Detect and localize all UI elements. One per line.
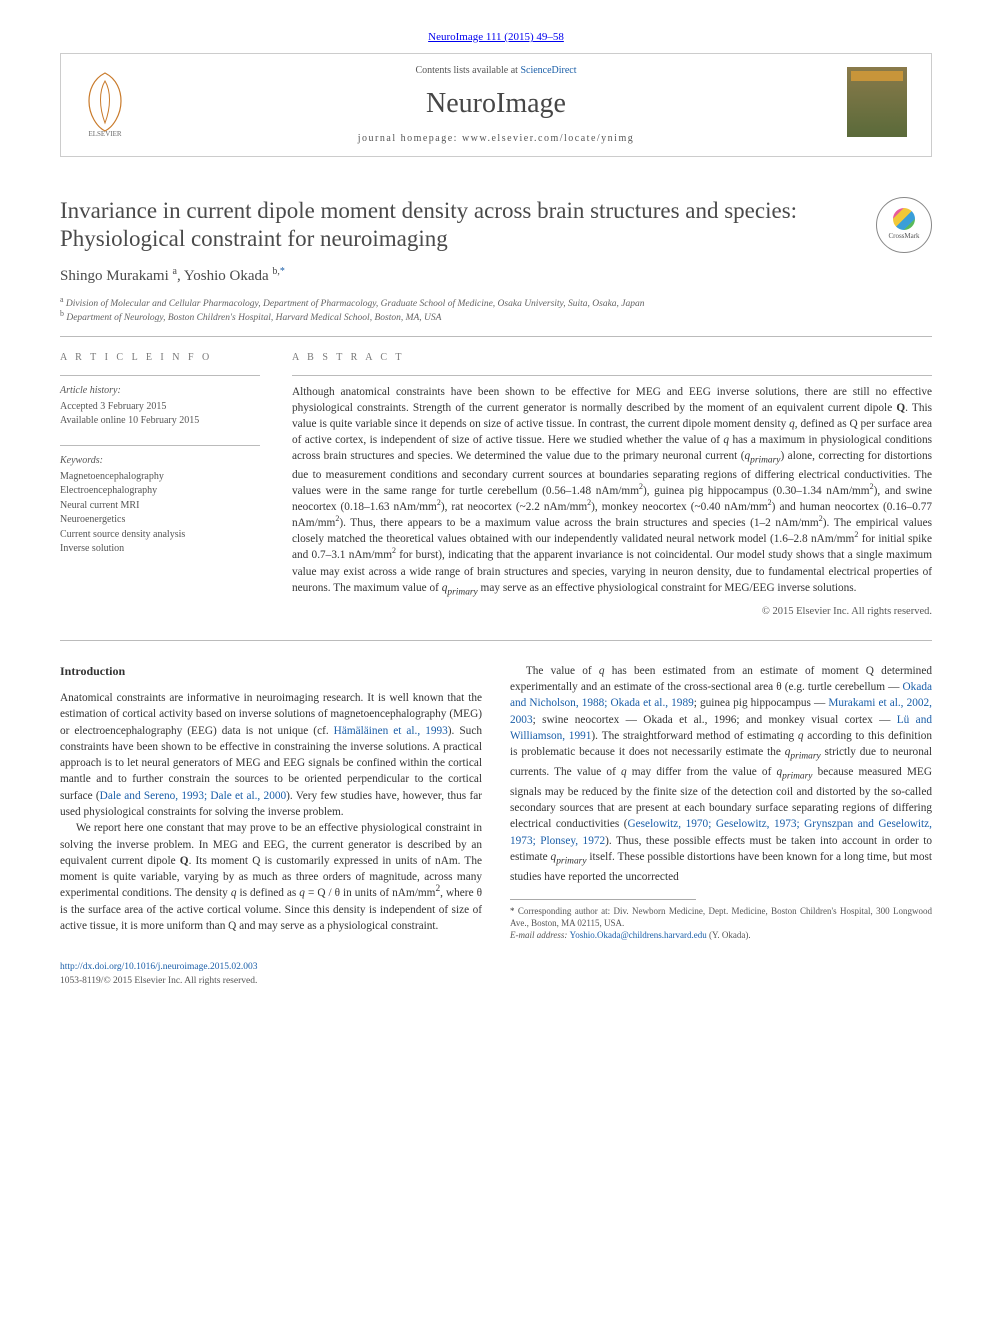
rule-abs: [292, 375, 932, 376]
introduction-heading: Introduction: [60, 663, 482, 680]
rule-mid: [60, 640, 932, 641]
keyword-item: Neural current MRI: [60, 499, 260, 514]
body-paragraph: Anatomical constraints are informative i…: [60, 690, 482, 820]
elsevier-logo-icon: ELSEVIER: [75, 67, 135, 137]
crossmark-icon: [893, 208, 915, 230]
crossmark-badge[interactable]: CrossMark: [876, 197, 932, 253]
ref-link[interactable]: Lü and Williamson, 1991: [510, 714, 932, 742]
ref-link[interactable]: Dale and Sereno, 1993; Dale et al., 2000: [100, 790, 286, 802]
abstract-head: A B S T R A C T: [292, 351, 932, 365]
article-title: Invariance in current dipole moment dens…: [60, 197, 876, 255]
footnote-separator: [510, 899, 696, 900]
history-line-1: Accepted 3 February 2015: [60, 400, 260, 415]
article-info-column: A R T I C L E I N F O Article history: A…: [60, 351, 260, 620]
doi-link[interactable]: http://dx.doi.org/10.1016/j.neuroimage.2…: [60, 962, 257, 972]
abstract-copyright: © 2015 Elsevier Inc. All rights reserved…: [292, 605, 932, 620]
keyword-item: Electroencephalography: [60, 484, 260, 499]
top-citation-link[interactable]: NeuroImage 111 (2015) 49–58: [428, 31, 564, 43]
title-row: Invariance in current dipole moment dens…: [60, 197, 932, 255]
crossmark-label: CrossMark: [888, 232, 919, 242]
footnote-block: * Corresponding author at: Div. Newborn …: [510, 899, 932, 941]
sciencedirect-link[interactable]: ScienceDirect: [520, 65, 576, 76]
body-columns: Introduction Anatomical constraints are …: [60, 663, 932, 942]
keyword-item: Inverse solution: [60, 542, 260, 557]
corr-email-link[interactable]: Yoshio.Okada@childrens.harvard.edu: [570, 930, 707, 940]
history-label: Article history:: [60, 384, 260, 398]
body-paragraph: We report here one constant that may pro…: [60, 820, 482, 934]
email-paren: (Y. Okada).: [707, 930, 751, 940]
publisher-logo-slot: ELSEVIER: [75, 67, 145, 142]
rule-top: [60, 336, 932, 337]
keyword-item: Magnetoencephalography: [60, 470, 260, 485]
issn-line: 1053-8119/© 2015 Elsevier Inc. All right…: [60, 976, 257, 986]
abstract-text: Although anatomical constraints have bee…: [292, 384, 932, 600]
page-footer: http://dx.doi.org/10.1016/j.neuroimage.2…: [60, 961, 932, 988]
keyword-item: Neuroenergetics: [60, 513, 260, 528]
affiliations-block: a Division of Molecular and Cellular Pha…: [60, 297, 932, 326]
ref-link[interactable]: Hämäläinen et al., 1993: [334, 725, 448, 737]
journal-header-box: ELSEVIER Contents lists available at Sci…: [60, 53, 932, 156]
keywords-block: Keywords: MagnetoencephalographyElectroe…: [60, 454, 260, 557]
article-info-head: A R T I C L E I N F O: [60, 351, 260, 365]
corr-star-icon: *: [510, 906, 515, 916]
journal-homepage-line: journal homepage: www.elsevier.com/locat…: [145, 132, 847, 146]
contents-prefix: Contents lists available at: [415, 65, 520, 76]
journal-thumb-slot: [847, 67, 917, 142]
rule-info-2: [60, 445, 260, 446]
authors-line: Shingo Murakami a, Yoshio Okada b,*: [60, 266, 932, 287]
history-line-2: Available online 10 February 2015: [60, 414, 260, 429]
email-label: E-mail address:: [510, 930, 570, 940]
rule-info-1: [60, 375, 260, 376]
body-paragraph: The value of q has been estimated from a…: [510, 663, 932, 885]
contents-lists-line: Contents lists available at ScienceDirec…: [145, 64, 847, 78]
info-abstract-row: A R T I C L E I N F O Article history: A…: [60, 351, 932, 620]
journal-cover-thumb-icon: [847, 67, 907, 137]
corresponding-footnote: * Corresponding author at: Div. Newborn …: [510, 905, 932, 929]
journal-header-center: Contents lists available at ScienceDirec…: [145, 64, 847, 145]
abstract-column: A B S T R A C T Although anatomical cons…: [292, 351, 932, 620]
svg-text:ELSEVIER: ELSEVIER: [88, 130, 121, 137]
top-citation: NeuroImage 111 (2015) 49–58: [60, 30, 932, 45]
ref-link[interactable]: Geselowitz, 1970; Geselowitz, 1973; Gryn…: [510, 818, 932, 846]
journal-name: NeuroImage: [145, 84, 847, 123]
corr-footnote-text: Corresponding author at: Div. Newborn Me…: [510, 906, 932, 928]
keyword-item: Current source density analysis: [60, 528, 260, 543]
article-history-block: Article history: Accepted 3 February 201…: [60, 384, 260, 429]
keywords-label: Keywords:: [60, 454, 260, 468]
email-footnote: E-mail address: Yoshio.Okada@childrens.h…: [510, 929, 932, 941]
